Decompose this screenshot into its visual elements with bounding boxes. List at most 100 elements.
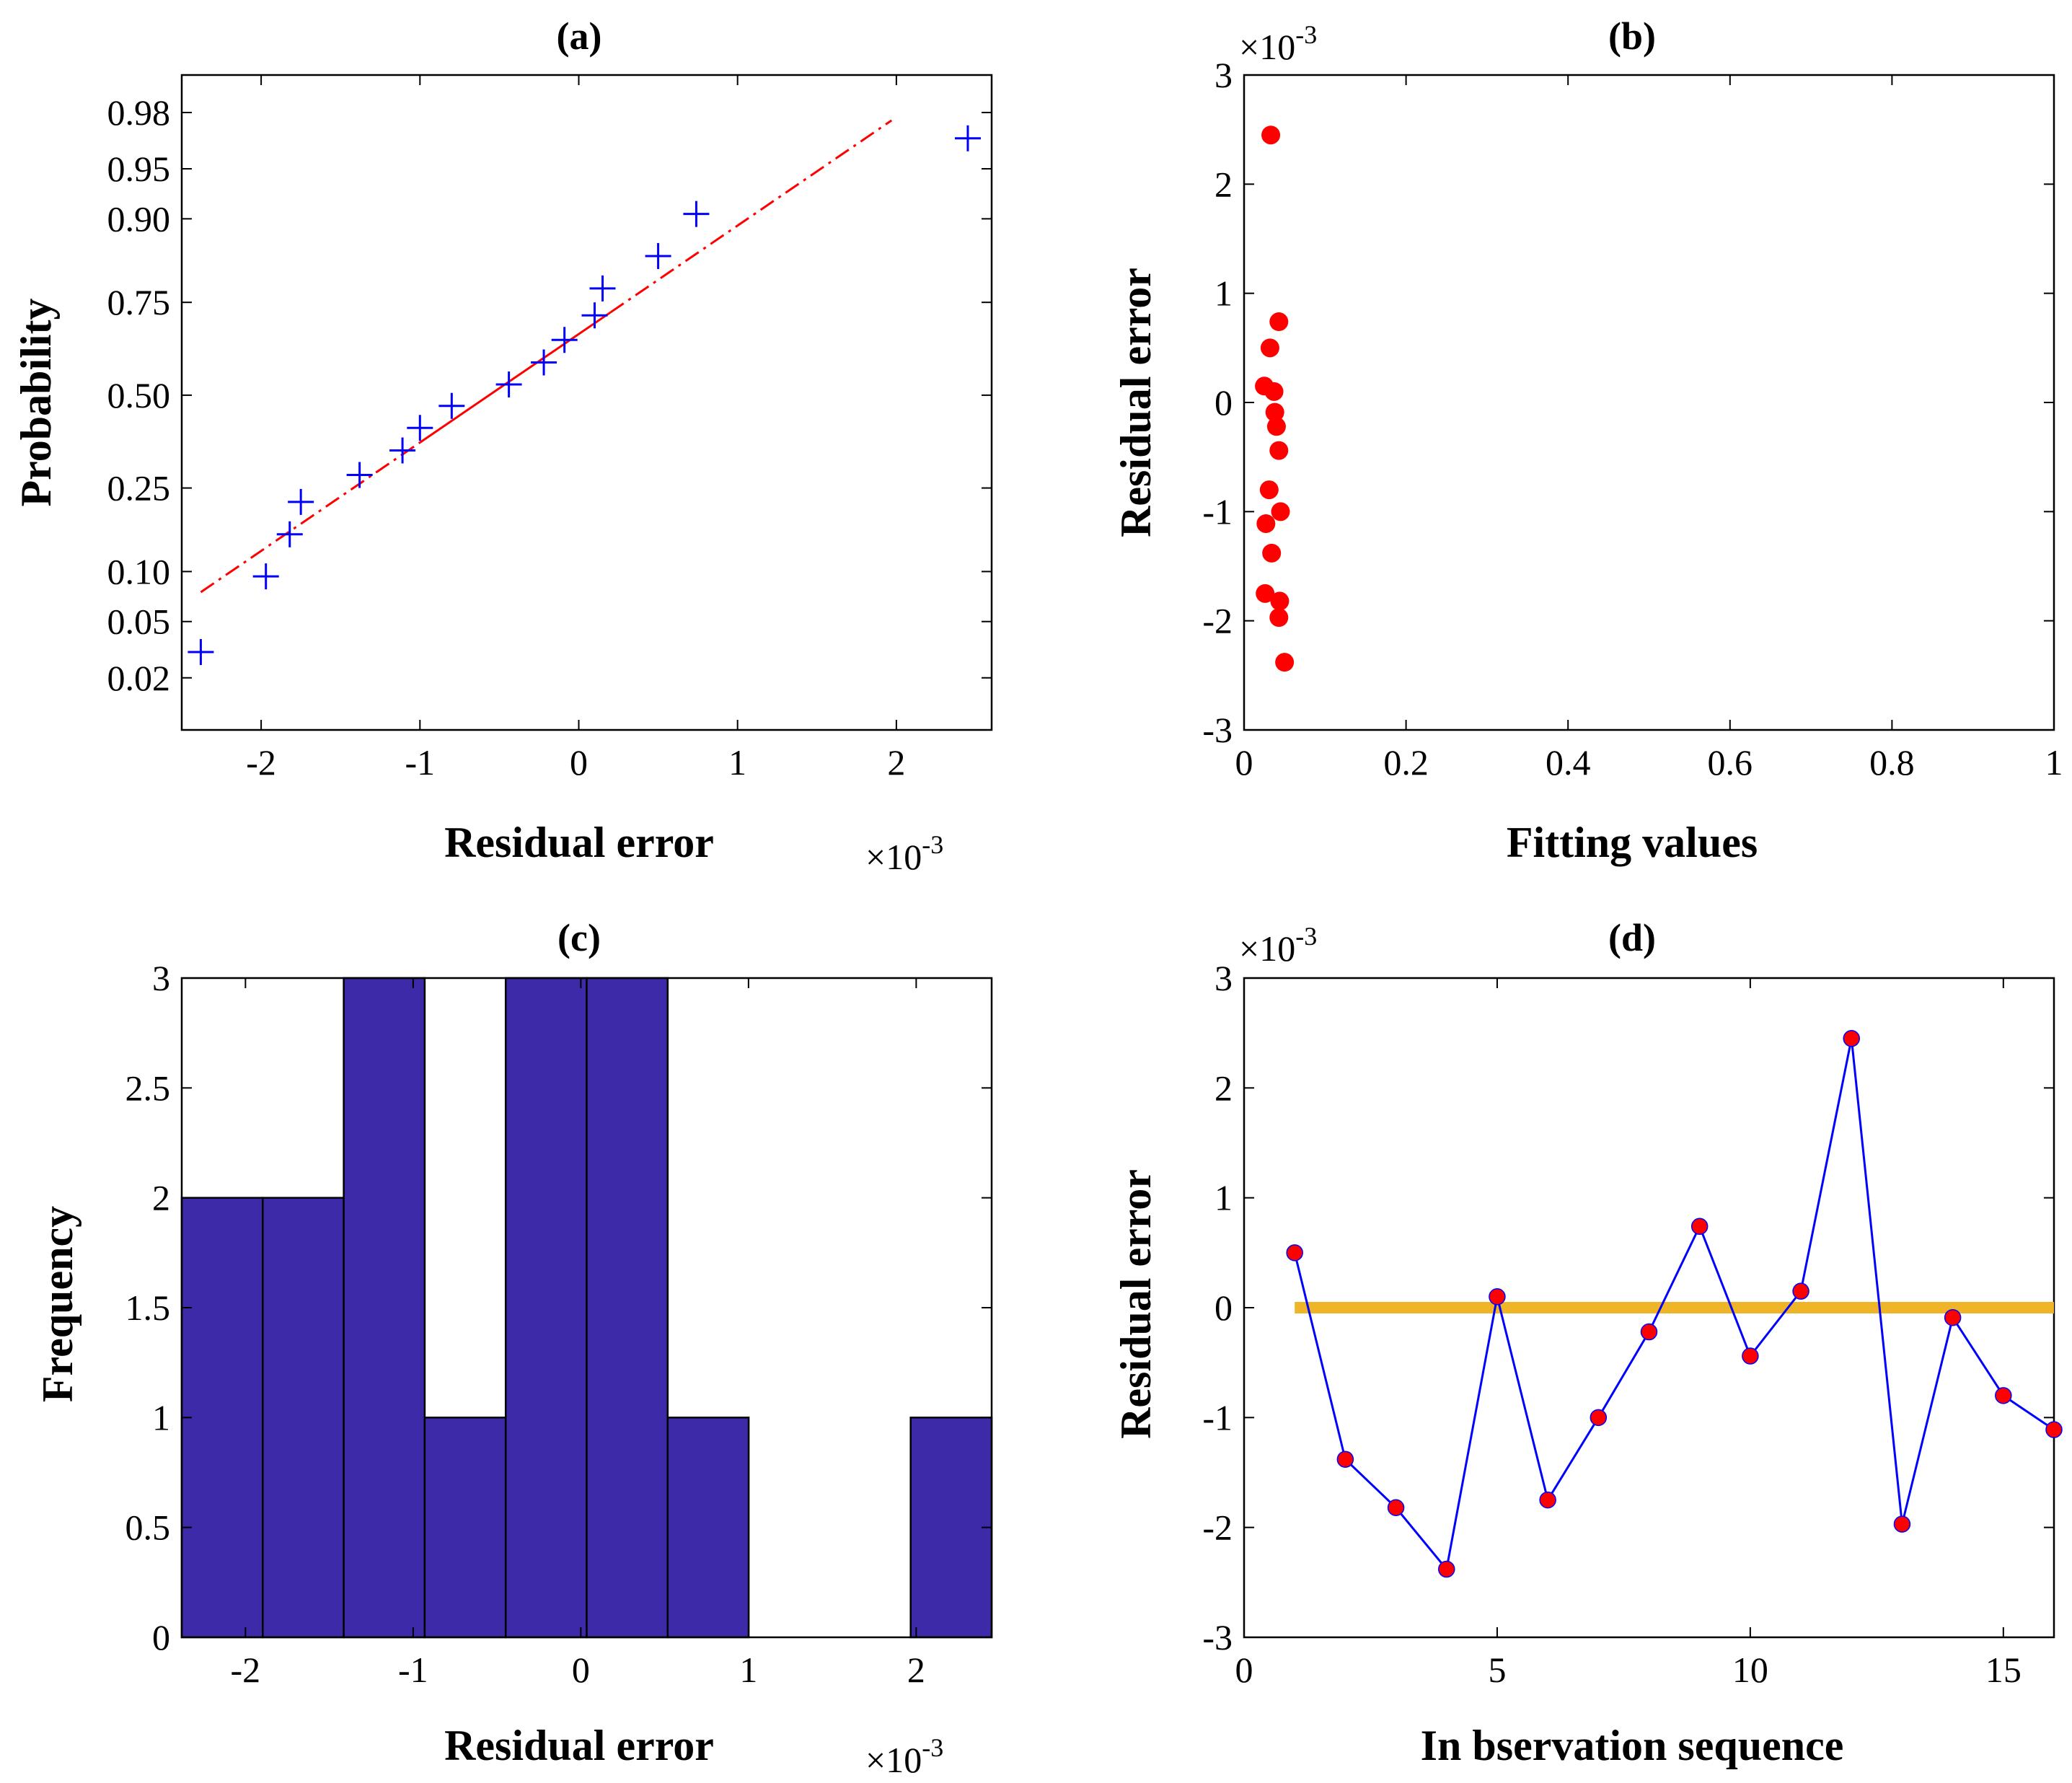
panel-a-ref-line-upper [609, 119, 893, 314]
panel-a-x-multiplier-base: ×10 [865, 837, 922, 877]
panel-b-xtick-label: 0.4 [1546, 742, 1591, 783]
panel-c-xtick-label: 1 [739, 1650, 757, 1690]
panel-b-xtick-label: 0.8 [1869, 742, 1915, 783]
panel-b-ytick-label: -2 [1202, 601, 1233, 641]
panel-d-ytick-label: 2 [1214, 1067, 1233, 1108]
panel-c-axes: -2 -1 0 1 2 0 0.5 1 1.5 2 2.5 3 [125, 958, 993, 1690]
panel-c-bar [504, 977, 588, 1639]
panel-a-ytick-label: 0.98 [107, 92, 171, 133]
panel-c-ytick-label: 1 [152, 1397, 170, 1438]
panel-d-point [1336, 1450, 1354, 1468]
panel-a-point [252, 563, 279, 590]
panel-a-point [531, 349, 557, 376]
panel-a-ref-line-lower [200, 441, 421, 594]
panel-b-frame [1243, 74, 2055, 731]
panel-c-xtick-label: -1 [398, 1650, 428, 1690]
panel-b-point [1259, 480, 1279, 500]
panel-a-ytick-label: 0.25 [107, 468, 171, 509]
panel-d-plot-area [1286, 1030, 2063, 1578]
panel-c-ytick-label: 3 [152, 958, 170, 998]
panel-d-point [1792, 1282, 1809, 1300]
panel-a-ref-line-solid [419, 311, 612, 444]
panel-b-point [1256, 584, 1275, 603]
panel-b-xtick-label: 0 [1235, 742, 1253, 783]
panel-d-title: (d) [1608, 916, 1656, 959]
panel-b-point [1256, 514, 1276, 533]
panel-c-bar [666, 1417, 750, 1639]
panel-c-xlabel: Residual error [444, 1722, 714, 1769]
panel-d-ytick-label: -3 [1202, 1617, 1233, 1657]
panel-d-point [1944, 1308, 1962, 1326]
panel-a-point [407, 415, 433, 441]
panel-a-xtick-label: 0 [570, 742, 588, 783]
panel-b-point [1265, 402, 1284, 422]
panel-b-point [1271, 502, 1290, 521]
panel-a-x-multiplier: ×10-3 [865, 830, 943, 877]
panel-a-frame [180, 74, 993, 731]
panel-b-point [1266, 417, 1286, 436]
panel-c-bar [180, 1197, 264, 1639]
panel-a-point [188, 638, 214, 665]
panel-c-title: (c) [557, 916, 601, 959]
panel-a-ytick-label: 0.02 [107, 658, 171, 698]
panel-b-ytick-label: 1 [1214, 273, 1233, 314]
panel-b-ytick-label: 0 [1214, 382, 1233, 423]
panel-b-y-multiplier-base: ×10 [1239, 27, 1295, 67]
panel-c-ytick-label: 2.5 [125, 1067, 171, 1108]
panel-d-point [1387, 1499, 1405, 1516]
panel-a-ytick-label: 0.05 [107, 602, 171, 642]
panel-b-ytick-label: 2 [1214, 164, 1233, 204]
panel-c-ylabel: Frequency [34, 1206, 81, 1402]
panel-d-y-multiplier: ×10-3 [1239, 922, 1317, 969]
panel-a-point [954, 125, 981, 151]
panel-d-point [1640, 1323, 1658, 1341]
panel-a-point [551, 327, 578, 353]
panel-a-point [438, 392, 465, 419]
panel-b-y-multiplier: ×10-3 [1239, 20, 1317, 67]
panel-c-bar [343, 977, 426, 1639]
panel-d-xtick-label: 5 [1488, 1650, 1506, 1690]
panel-b-point [1269, 608, 1289, 628]
panel-b-xtick-label: 1 [2045, 742, 2063, 783]
panel-d-point [1489, 1288, 1506, 1306]
panel-a-point [495, 371, 522, 398]
panel-b-point [1260, 338, 1279, 358]
panel-a-xlabel: Residual error [444, 819, 714, 866]
panel-b-point [1269, 441, 1289, 460]
panel-a-xtick-label: -1 [405, 742, 435, 783]
panel-a-axes: -2 -1 0 1 2 0.02 0.05 0.10 0.25 0.50 0.75 0.90 0.95 0… [107, 74, 993, 783]
panel-a-title: (a) [557, 14, 602, 58]
panel-d-ytick-label: 1 [1214, 1178, 1233, 1218]
panel-d-ytick-label: 0 [1214, 1287, 1233, 1328]
panel-a-point [276, 521, 303, 547]
panel-d-point [1995, 1387, 2012, 1404]
panel-a-point [589, 275, 616, 301]
panel-d-xtick-label: 15 [1985, 1650, 2022, 1690]
panel-b-ytick-label: -1 [1202, 491, 1233, 532]
panel-a-point [683, 201, 710, 227]
panel-b-xtick-label: 0.6 [1708, 742, 1753, 783]
panel-a-xtick-label: 1 [728, 742, 746, 783]
panel-a-ytick-label: 0.75 [107, 282, 171, 322]
panel-d-ytick-label: -1 [1202, 1397, 1233, 1438]
panel-b-point [1264, 382, 1284, 401]
panel-a-xtick-label: 2 [887, 742, 905, 783]
panel-d-point [1286, 1244, 1303, 1262]
panel-a-point [288, 488, 314, 515]
panel-b-axes: 0 0.2 0.4 0.6 0.8 1 -3 -2 -1 0 1 2 3 [1202, 55, 2063, 783]
panel-c-bar [262, 1197, 345, 1639]
panel-a-xtick-label: -2 [246, 742, 276, 783]
panel-d-point [1539, 1491, 1556, 1509]
panel-b-ytick-label: 3 [1214, 55, 1233, 95]
panel-b-ytick-label: -3 [1202, 710, 1233, 750]
panel-d-point [1590, 1409, 1608, 1427]
panel-d-series-line [1293, 1038, 2055, 1572]
panel-d-point [1742, 1347, 1759, 1365]
panel-a-point [389, 437, 416, 464]
panel-a-point [645, 242, 671, 269]
panel-a-x-multiplier-exp: -3 [922, 830, 943, 859]
panel-b-xlabel: Fitting values [1507, 819, 1758, 866]
panel-d-point [2045, 1421, 2063, 1438]
panel-a-ytick-label: 0.10 [107, 551, 171, 591]
